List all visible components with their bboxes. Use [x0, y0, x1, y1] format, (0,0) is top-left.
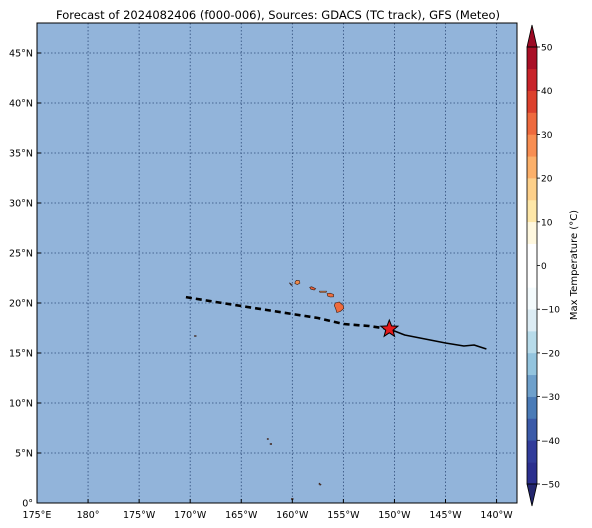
colorbar-tick-label: −50	[541, 481, 560, 491]
colorbar-block	[527, 243, 537, 266]
colorbar-block	[527, 440, 537, 463]
colorbar-block	[527, 396, 537, 419]
lat-tick-label: 10°N	[9, 399, 33, 410]
colorbar-block	[527, 112, 537, 135]
island-kauai	[294, 279, 301, 285]
lon-tick-label: 170°W	[174, 510, 207, 521]
tc-track	[184, 295, 487, 350]
lat-tick-label: 15°N	[9, 349, 33, 360]
colorbar-block	[527, 331, 537, 354]
lat-tick-label: 30°N	[9, 199, 33, 210]
lat-tick-label: 20°N	[9, 299, 33, 310]
colorbar-tick-label: 20	[541, 175, 553, 185]
colorbar-blocks	[526, 24, 538, 507]
storm-position-star	[379, 318, 400, 338]
graticule	[37, 23, 517, 503]
island-johnston-atoll	[194, 335, 197, 337]
ocean-background	[37, 23, 517, 503]
lon-tick-label: 180°	[77, 510, 100, 521]
colorbar-block	[527, 418, 537, 441]
lon-tick-label: 145°W	[429, 510, 462, 521]
lon-tick-label: 165°W	[225, 510, 258, 521]
colorbar-block	[527, 134, 537, 157]
colorbar-block	[527, 178, 537, 201]
colorbar-block	[527, 265, 537, 288]
colorbar-block	[527, 47, 537, 70]
colorbar-block	[527, 309, 537, 332]
colorbar-tick-label: 0	[541, 262, 547, 272]
lat-tick-label: 0°	[22, 499, 33, 510]
land-features	[194, 279, 345, 500]
longitude-ticks: 175°E 180° 175°W 170°W 165°W 160°W 155°W 150°W 1…	[23, 499, 513, 521]
colorbar-block	[527, 221, 537, 244]
lon-tick-label: 155°W	[327, 510, 360, 521]
colorbar-block	[527, 156, 537, 179]
colorbar-under-arrow	[526, 483, 538, 507]
lon-tick-label: 175°W	[123, 510, 156, 521]
colorbar-ticks: −50 −40 −30 −20 −10 0 10 20 30 40 50	[537, 44, 560, 491]
lat-tick-label: 35°N	[9, 149, 33, 160]
lon-tick-label: 150°W	[378, 510, 411, 521]
chart-title: Forecast of 2024082406 (f000-006), Sourc…	[56, 8, 500, 22]
island-palmyra	[269, 443, 273, 445]
lat-tick-label: 5°N	[15, 449, 33, 460]
colorbar-block	[527, 287, 537, 310]
colorbar-tick-label: 40	[541, 87, 553, 97]
colorbar-label: Max Temperature (°C)	[569, 210, 580, 320]
colorbar-block	[527, 352, 537, 376]
colorbar-block	[527, 199, 537, 223]
colorbar-tick-label: −20	[541, 349, 560, 359]
colorbar-tick-label: −40	[541, 437, 560, 447]
colorbar-over-arrow	[526, 24, 538, 48]
lat-tick-label: 25°N	[9, 249, 33, 260]
island-oahu	[309, 286, 317, 291]
colorbar-tick-label: 50	[541, 44, 553, 54]
latitude-ticks: 0° 5°N 10°N 15°N 20°N 25°N 30°N 35°N 40°N 45°N	[9, 49, 41, 510]
colorbar-tick-label: −30	[541, 393, 560, 403]
lon-tick-label: 160°W	[276, 510, 309, 521]
lat-tick-label: 40°N	[9, 99, 33, 110]
track-forecast-solid	[389, 328, 487, 350]
island-hawaii	[333, 301, 345, 313]
colorbar-block	[527, 68, 537, 91]
map-panel: 0° 5°N 10°N 15°N 20°N 25°N 30°N 35°N 40°N 45°N 17…	[9, 22, 518, 521]
colorbar-block	[527, 90, 537, 113]
island-niihau	[289, 282, 293, 286]
lon-tick-label: 175°E	[23, 510, 52, 521]
lat-tick-label: 45°N	[9, 49, 33, 60]
island-small-atoll	[318, 482, 322, 486]
colorbar-block	[527, 374, 537, 397]
island-kingman-reef	[266, 438, 269, 440]
lon-tick-label: 140°W	[480, 510, 513, 521]
colorbar-tick-label: 10	[541, 218, 553, 228]
colorbar-tick-label: 30	[541, 131, 553, 141]
island-molokai	[319, 290, 327, 293]
colorbar-block	[527, 462, 537, 485]
colorbar: −50 −40 −30 −20 −10 0 10 20 30 40 50 Max Temperatu…	[526, 24, 580, 507]
colorbar-tick-label: −10	[541, 306, 560, 316]
island-maui	[326, 292, 334, 298]
map-frame	[36, 22, 518, 504]
